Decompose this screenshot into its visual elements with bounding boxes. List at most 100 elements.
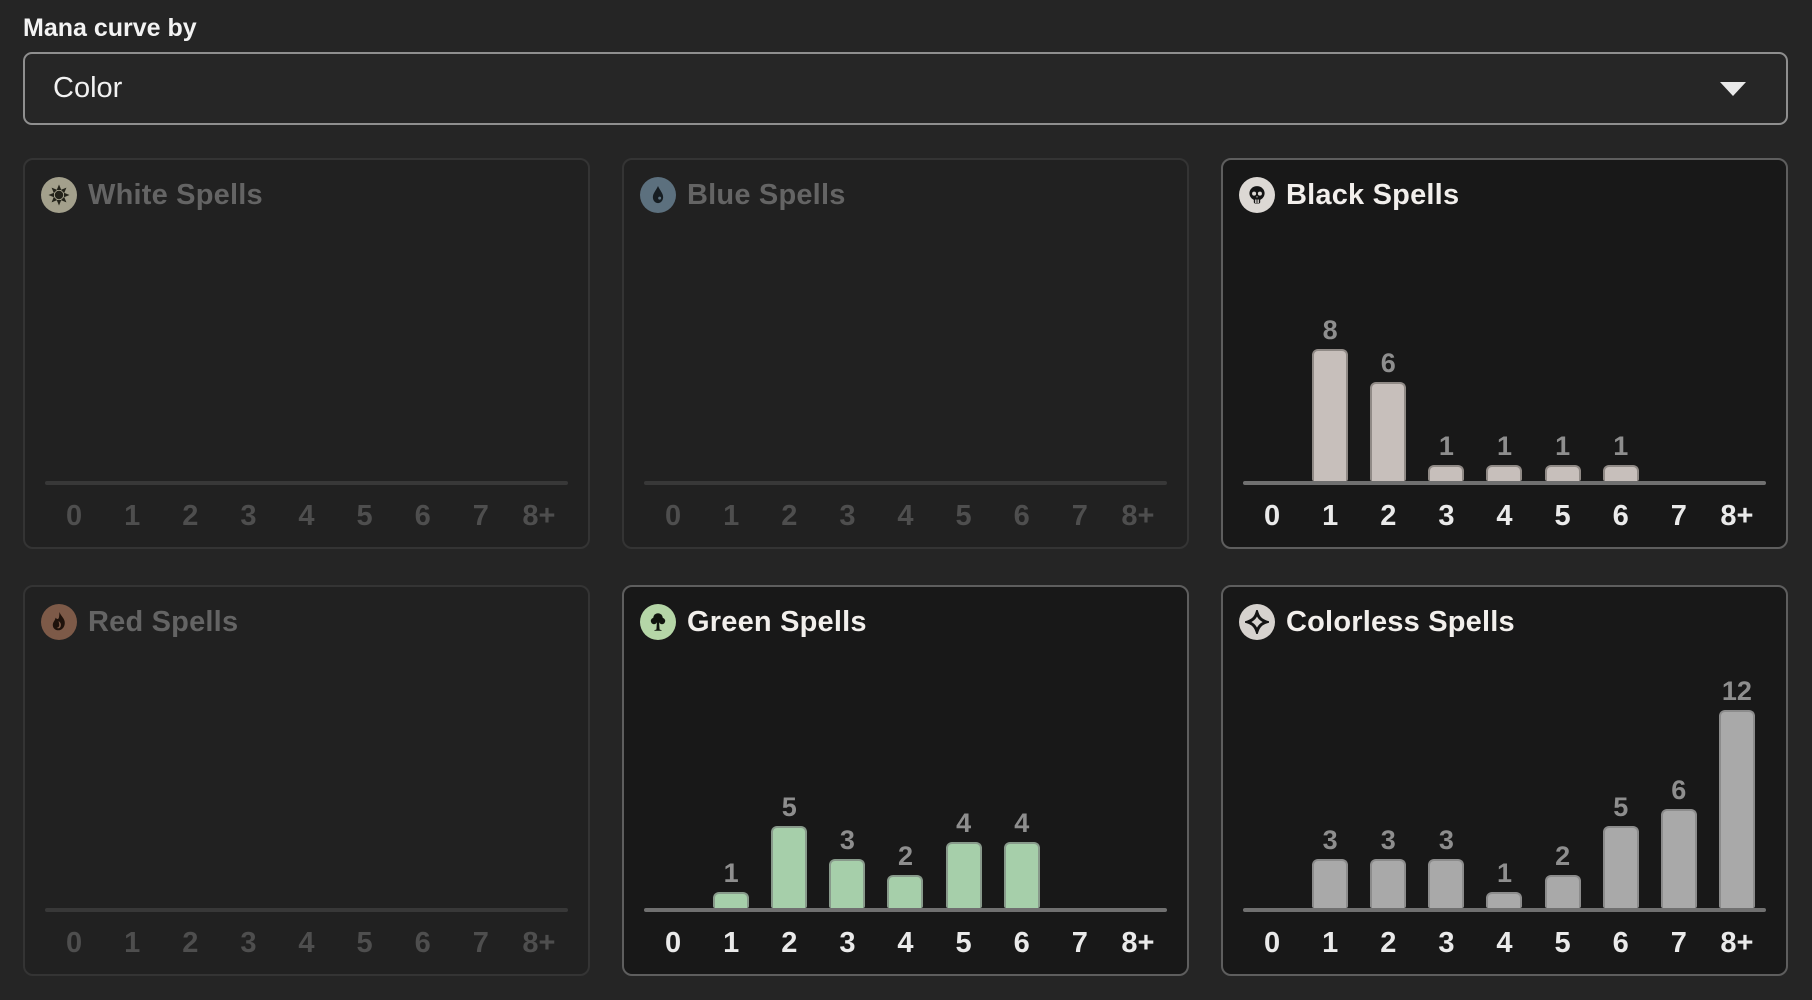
bar-value-label: 6 — [1671, 775, 1687, 805]
x-axis-line — [45, 908, 568, 912]
x-axis-labels: 0 1 2 3 4 5 6 7 8+ — [1239, 912, 1770, 974]
x-tick-label: 3 — [1438, 926, 1455, 959]
bar — [1428, 858, 1465, 908]
panel-black-spells: Black Spells 8 6 1 1 1 1 0 1 2 3 4 5 6 7 8+ — [1221, 158, 1788, 549]
x-tick-label: 1 — [124, 499, 141, 532]
bar-value-label: 3 — [1380, 824, 1396, 855]
mana-curve-chart: 8 6 1 1 1 1 — [1239, 218, 1770, 481]
x-tick-label: 2 — [781, 499, 798, 532]
x-tick-label: 4 — [897, 926, 914, 959]
panel-colorless-spells: Colorless Spells 3 3 3 1 2 5 6 12 0 1 2 3 4 5 6 7 8+ — [1221, 585, 1788, 976]
bar — [1370, 858, 1407, 908]
bar-value-label: 6 — [1380, 348, 1396, 378]
colorless-mana-icon — [1239, 604, 1275, 640]
x-tick-label: 2 — [1380, 926, 1397, 959]
x-tick-label: 5 — [356, 499, 373, 532]
bar-slot-cmc-2: 3 — [1359, 824, 1417, 908]
panel-title: Red Spells — [88, 605, 239, 638]
x-tick-label: 4 — [298, 499, 315, 532]
x-tick-label: 6 — [414, 499, 431, 532]
bar — [1602, 464, 1639, 481]
curve-grouping-select[interactable]: Color — [23, 52, 1788, 125]
x-tick-label: 6 — [1013, 926, 1030, 959]
x-tick-label: 4 — [897, 499, 914, 532]
bar-slot-cmc-6: 4 — [993, 810, 1051, 908]
x-tick-label: 0 — [65, 926, 83, 959]
x-tick-label: 5 — [955, 499, 972, 532]
bar — [1312, 858, 1349, 908]
x-axis-labels: 0 1 2 3 4 5 6 7 8+ — [640, 485, 1171, 547]
bar — [771, 825, 808, 908]
bar-slot-cmc-2: 6 — [1359, 350, 1417, 481]
x-tick-label: 7 — [1071, 926, 1088, 959]
x-tick-label: 7 — [1670, 926, 1687, 959]
bar — [829, 858, 866, 908]
x-tick-label: 0 — [65, 499, 83, 532]
panel-header: White Spells — [41, 172, 572, 218]
bar-slot-cmc-5: 2 — [1534, 843, 1592, 908]
mana-curve-chart: 1 5 3 2 4 4 — [640, 645, 1171, 908]
panel-title: Colorless Spells — [1286, 605, 1515, 638]
blue-mana-icon — [640, 177, 676, 213]
x-tick-label: 4 — [1496, 499, 1513, 532]
x-tick-label: 7 — [1670, 499, 1687, 532]
panel-title: Green Spells — [687, 605, 867, 638]
bar-slot-cmc-3: 1 — [1417, 432, 1475, 481]
bar-slot-cmc-3: 3 — [818, 824, 876, 908]
bar — [1486, 464, 1523, 481]
x-tick-label: 2 — [182, 499, 199, 532]
x-tick-label: 8+ — [1121, 926, 1155, 959]
x-tick-label: 1 — [723, 926, 740, 959]
x-axis-line — [45, 481, 568, 485]
x-tick-label: 3 — [839, 926, 856, 959]
x-axis-labels: 0 1 2 3 4 5 6 7 8+ — [640, 912, 1171, 974]
x-axis-labels: 0 1 2 3 4 5 6 7 8+ — [1239, 485, 1770, 547]
bar — [1428, 464, 1465, 481]
x-tick-label: 3 — [1438, 499, 1455, 532]
bar-value-label: 5 — [781, 791, 797, 822]
x-tick-label: 6 — [414, 926, 431, 959]
bar-value-label: 2 — [897, 841, 913, 871]
bar-slot-cmc-8+: 12 — [1708, 678, 1766, 908]
bar-value-label: 3 — [1322, 824, 1338, 855]
panel-green-spells: Green Spells 1 5 3 2 4 4 0 1 2 3 4 5 6 7 8+ — [622, 585, 1189, 976]
panel-header: Red Spells — [41, 599, 572, 645]
x-tick-label: 5 — [1554, 499, 1571, 532]
bar-value-label: 3 — [839, 824, 855, 855]
bar — [1660, 809, 1697, 908]
x-tick-label: 2 — [781, 926, 798, 959]
mana-curve-chart — [41, 645, 572, 908]
panel-title: Blue Spells — [687, 178, 846, 211]
x-tick-label: 3 — [240, 926, 257, 959]
bar — [945, 842, 982, 908]
x-tick-label: 1 — [723, 499, 740, 532]
chevron-down-icon — [1720, 81, 1746, 96]
bar-slot-cmc-6: 1 — [1592, 432, 1650, 481]
bar-value-label: 5 — [1613, 791, 1629, 822]
bar — [1544, 464, 1581, 481]
bar-slot-cmc-4: 1 — [1475, 430, 1533, 481]
x-tick-label: 0 — [664, 499, 682, 532]
x-axis-labels: 0 1 2 3 4 5 6 7 8+ — [41, 912, 572, 974]
bar-value-label: 3 — [1438, 824, 1454, 855]
x-tick-label: 7 — [472, 499, 489, 532]
bar — [1544, 875, 1581, 908]
bar-slot-cmc-1: 3 — [1301, 824, 1359, 908]
x-tick-label: 0 — [1263, 499, 1281, 532]
bar-value-label: 4 — [1014, 808, 1030, 838]
bar-slot-cmc-5: 4 — [935, 810, 993, 908]
bar-value-label: 1 — [1496, 430, 1512, 461]
bar-value-label: 1 — [1555, 430, 1571, 461]
bar-value-label: 4 — [956, 808, 972, 838]
bar-slot-cmc-7: 6 — [1650, 777, 1708, 908]
x-tick-label: 5 — [1554, 926, 1571, 959]
bar-slot-cmc-6: 5 — [1592, 791, 1650, 908]
panel-header: Green Spells — [640, 599, 1171, 645]
panel-header: Blue Spells — [640, 172, 1171, 218]
mana-curve-chart: 3 3 3 1 2 5 6 12 — [1239, 645, 1770, 908]
x-tick-label: 5 — [356, 926, 373, 959]
x-tick-label: 5 — [955, 926, 972, 959]
panel-blue-spells: Blue Spells 0 1 2 3 4 5 6 7 8+ — [622, 158, 1189, 549]
